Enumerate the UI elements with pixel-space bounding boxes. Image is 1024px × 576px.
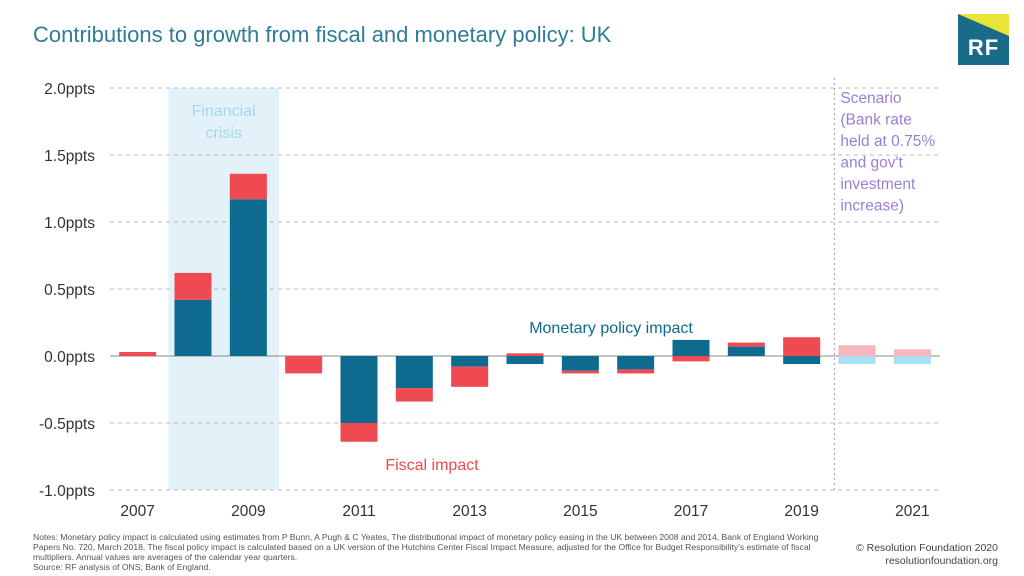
- monetary-policy-annotation: Monetary policy impact: [529, 320, 693, 337]
- fiscal-bar: [506, 353, 544, 356]
- fiscal-bar: [838, 345, 876, 356]
- chart-notes: Notes: Monetary policy impact is calcula…: [33, 532, 843, 572]
- credit: © Resolution Foundation 2020 resolutionf…: [856, 542, 998, 568]
- scenario-label: Scenario: [840, 90, 901, 107]
- monetary-bar: [174, 299, 212, 356]
- y-tick-label: -0.5ppts: [39, 416, 95, 433]
- x-tick-label: 2007: [120, 503, 154, 520]
- fiscal-bar: [672, 356, 710, 362]
- monetary-bar: [838, 356, 876, 365]
- fiscal-bar: [119, 351, 157, 356]
- x-tick-label: 2011: [342, 503, 375, 520]
- copyright-text: © Resolution Foundation 2020: [855, 542, 998, 554]
- y-tick-label: 1.0ppts: [44, 215, 95, 232]
- scenario-label: (Bank rate: [840, 112, 912, 129]
- notes-text: Notes: Monetary policy impact is calcula…: [33, 532, 819, 562]
- monetary-bar: [561, 356, 599, 371]
- fiscal-bar: [174, 272, 212, 300]
- monetary-bar: [727, 346, 765, 356]
- x-tick-label: 2015: [563, 503, 597, 520]
- logo-triangle: [958, 14, 1009, 36]
- x-tick-label: 2019: [784, 503, 818, 520]
- logo-text: RF: [967, 35, 1000, 60]
- monetary-bar: [229, 199, 267, 356]
- scenario-label: increase): [840, 198, 904, 215]
- source-text: Source: RF analysis of ONS; Bank of Engl…: [33, 562, 211, 572]
- x-tick-label: 2013: [452, 503, 486, 520]
- fiscal-bar: [395, 388, 433, 402]
- y-tick-label: 1.5ppts: [44, 148, 95, 165]
- fiscal-bar: [340, 423, 378, 442]
- fiscal-bar: [229, 173, 267, 200]
- fiscal-bar: [727, 342, 765, 347]
- website-text: resolutionfoundation.org: [885, 555, 998, 567]
- fiscal-bar: [617, 369, 655, 374]
- scenario-label: and gov't: [840, 155, 903, 172]
- chart-title: Contributions to growth from fiscal and …: [33, 22, 612, 47]
- scenario-label: held at 0.75%: [840, 133, 935, 150]
- monetary-bar: [893, 356, 931, 365]
- monetary-bar: [395, 356, 433, 389]
- scenario-label: investment: [840, 176, 916, 193]
- monetary-bar: [672, 339, 710, 356]
- y-tick-label: -1.0ppts: [39, 483, 95, 500]
- fiscal-bar: [783, 337, 821, 356]
- fiscal-impact-annotation: Fiscal impact: [385, 457, 479, 474]
- monetary-bar: [783, 356, 821, 365]
- fiscal-bar: [893, 349, 931, 356]
- monetary-bar: [506, 356, 544, 365]
- y-tick-label: 0.0ppts: [44, 349, 95, 366]
- y-tick-label: 2.0ppts: [44, 81, 95, 98]
- monetary-bar: [451, 356, 489, 367]
- x-tick-label: 2021: [895, 503, 929, 520]
- monetary-bar: [617, 356, 655, 370]
- x-tick-label: 2017: [674, 503, 708, 520]
- fiscal-bar: [285, 356, 323, 374]
- financial-crisis-label: crisis: [205, 125, 241, 142]
- monetary-bar: [340, 356, 378, 423]
- stacked-bar-chart: Financial crisis 2.0ppts 1.5ppts 1.0ppts 0.5p…: [39, 78, 940, 520]
- fiscal-bar: [561, 370, 599, 374]
- fiscal-bar: [451, 366, 489, 387]
- financial-crisis-label: Financial: [192, 103, 256, 120]
- x-tick-label: 2009: [231, 503, 265, 520]
- y-tick-label: 0.5ppts: [44, 282, 95, 299]
- resolution-foundation-logo: RF: [958, 14, 1009, 65]
